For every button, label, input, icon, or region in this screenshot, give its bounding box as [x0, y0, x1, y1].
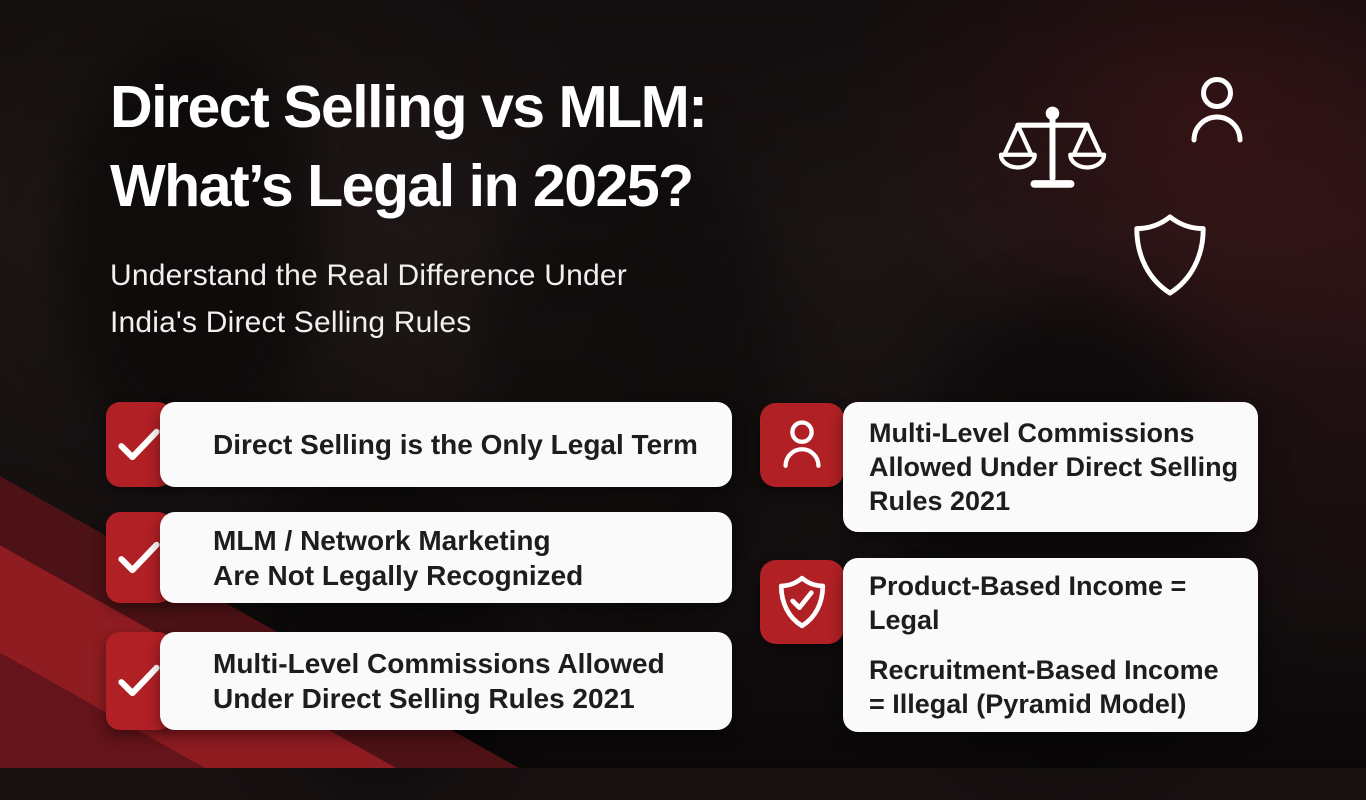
fact-card-text: Rules 2021 [869, 486, 1011, 516]
fact-card: Product-Based Income = Legal Recruitment… [843, 558, 1258, 732]
person-icon [1191, 77, 1243, 143]
fact-card-text: Are Not Legally Recognized [213, 559, 584, 591]
fact-card: Multi-Level Commissions Allowed Under Di… [843, 402, 1258, 532]
fact-card-text: Recruitment-Based Income [869, 655, 1219, 685]
fact-card: Multi-Level Commissions Allowed Under Di… [160, 632, 732, 730]
check-icon [118, 541, 160, 573]
fact-card: Direct Selling is the Only Legal Term [160, 402, 732, 487]
fact-card-text: Direct Selling is the Only Legal Term [213, 429, 698, 460]
fact-card-text: Multi-Level Commissions [869, 418, 1195, 448]
fact-card-text: Allowed Under Direct Selling [869, 452, 1239, 482]
fact-card-paragraph: Product-Based Income = Legal [869, 569, 1244, 637]
title-line-2: What’s Legal in 2025? [110, 153, 694, 219]
shield-check-badge [760, 560, 844, 644]
fact-card-paragraph: Recruitment-Based Income = Illegal (Pyra… [869, 653, 1244, 721]
title-line-1: Direct Selling vs MLM: [110, 74, 708, 140]
scales-of-justice-icon [998, 106, 1107, 188]
person-icon [783, 420, 821, 468]
person-badge [760, 403, 844, 487]
check-icon [118, 428, 160, 460]
page-subtitle: Understand the Real Difference Under Ind… [110, 252, 627, 346]
shield-check-icon [778, 575, 826, 629]
fact-card-text: Multi-Level Commissions Allowed [213, 648, 665, 679]
check-icon [118, 664, 160, 697]
shield-icon [1134, 214, 1206, 296]
subtitle-line-1: Understand the Real Difference Under [110, 259, 627, 292]
fact-card-text: Under Direct Selling Rules 2021 [213, 683, 635, 714]
page-title: Direct Selling vs MLM: What’s Legal in 2… [110, 68, 708, 226]
fact-card-text: Product-Based Income = [869, 571, 1187, 601]
fact-card: MLM / Network Marketing Are Not Legally … [160, 512, 732, 603]
fact-card-text: Legal [869, 605, 940, 635]
fact-card-text: MLM / Network Marketing [213, 524, 551, 556]
fact-card-text: = Illegal (Pyramid Model) [869, 689, 1187, 719]
subtitle-line-2: India's Direct Selling Rules [110, 306, 472, 339]
